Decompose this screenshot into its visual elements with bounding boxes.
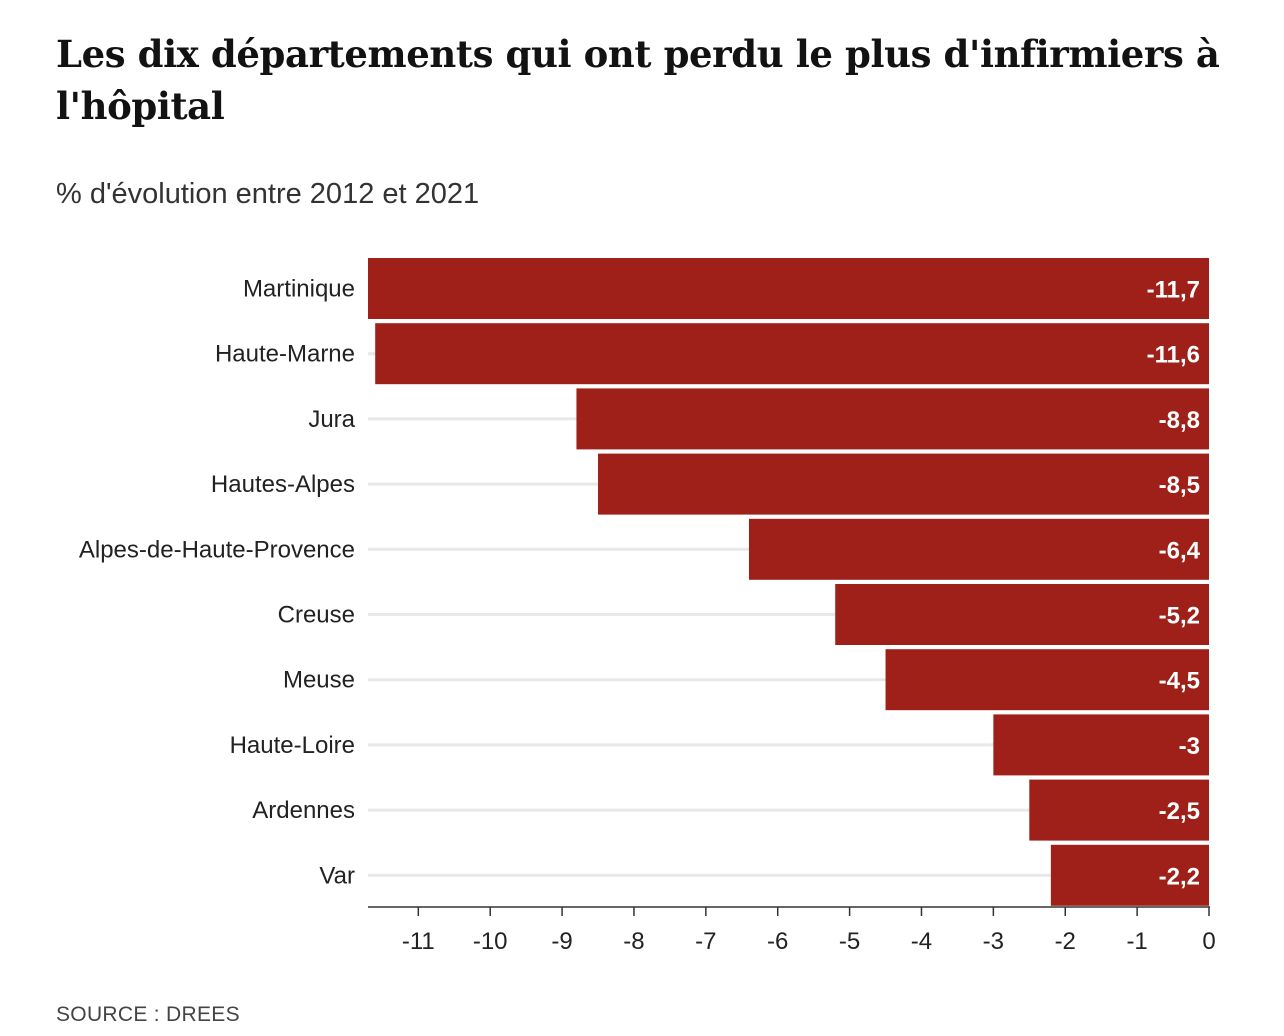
chart-title: Les dix départements qui ont perdu le pl…: [56, 32, 1220, 128]
chart-subtitle: % d'évolution entre 2012 et 2021: [56, 178, 480, 210]
category-label: Jura: [308, 406, 355, 433]
bar: [993, 714, 1209, 776]
bar: [748, 518, 1209, 580]
category-label: Martinique: [243, 276, 355, 303]
value-labels: -11,7 -11,6 -8,8 -8,5 -6,4 -5,2 -4,5 -3 -2,5 -2,2: [1147, 277, 1201, 891]
x-tick-label: -5: [839, 928, 860, 955]
value-label: -4,5: [1159, 668, 1200, 695]
bar: [885, 649, 1209, 711]
x-tick-label: -3: [983, 928, 1004, 955]
value-label: -2,5: [1159, 798, 1200, 825]
category-labels: Martinique Haute-Marne Jura Hautes-Alpes Alp…: [79, 276, 356, 890]
value-label: -6,4: [1159, 537, 1201, 564]
value-label: -3: [1179, 733, 1200, 760]
x-tick-label: -9: [551, 928, 572, 955]
value-label: -11,7: [1147, 277, 1200, 304]
category-label: Haute-Marne: [215, 341, 355, 368]
category-label: Hautes-Alpes: [211, 471, 355, 498]
value-label: -11,6: [1147, 342, 1200, 369]
source-note: SOURCE : DREES: [56, 1003, 240, 1026]
category-label: Haute-Loire: [230, 732, 355, 759]
bar: [1050, 844, 1209, 906]
x-tick-label: -1: [1126, 928, 1147, 955]
bar: [375, 323, 1209, 385]
category-label: Creuse: [278, 602, 355, 629]
x-tick-label: -6: [767, 928, 788, 955]
category-label: Var: [319, 862, 355, 889]
category-label: Alpes-de-Haute-Provence: [79, 536, 355, 563]
value-label: -2,2: [1159, 863, 1200, 890]
x-axis: -11 -10 -9 -8 -7 -6 -5 -4 -3 -2 -1 0: [368, 906, 1216, 955]
bar: [368, 258, 1209, 319]
x-tick-label: -8: [623, 928, 644, 955]
x-tick-label: -4: [911, 928, 932, 955]
value-label: -5,2: [1159, 603, 1200, 630]
bar: [1029, 779, 1209, 841]
x-tick-label: 0: [1202, 928, 1215, 955]
bar: [835, 584, 1209, 645]
bars: [368, 258, 1209, 906]
x-tick-label: -2: [1055, 928, 1076, 955]
value-label: -8,8: [1159, 407, 1200, 434]
category-label: Meuse: [283, 667, 355, 694]
bar: [598, 453, 1209, 515]
category-label: Ardennes: [252, 797, 355, 824]
bar-chart: Martinique Haute-Marne Jura Hautes-Alpes Alp…: [79, 258, 1216, 955]
x-tick-label: -10: [473, 928, 508, 955]
bar: [576, 388, 1209, 450]
x-tick-label: -11: [402, 928, 435, 955]
x-tick-label: -7: [695, 928, 716, 955]
value-label: -8,5: [1159, 472, 1200, 499]
